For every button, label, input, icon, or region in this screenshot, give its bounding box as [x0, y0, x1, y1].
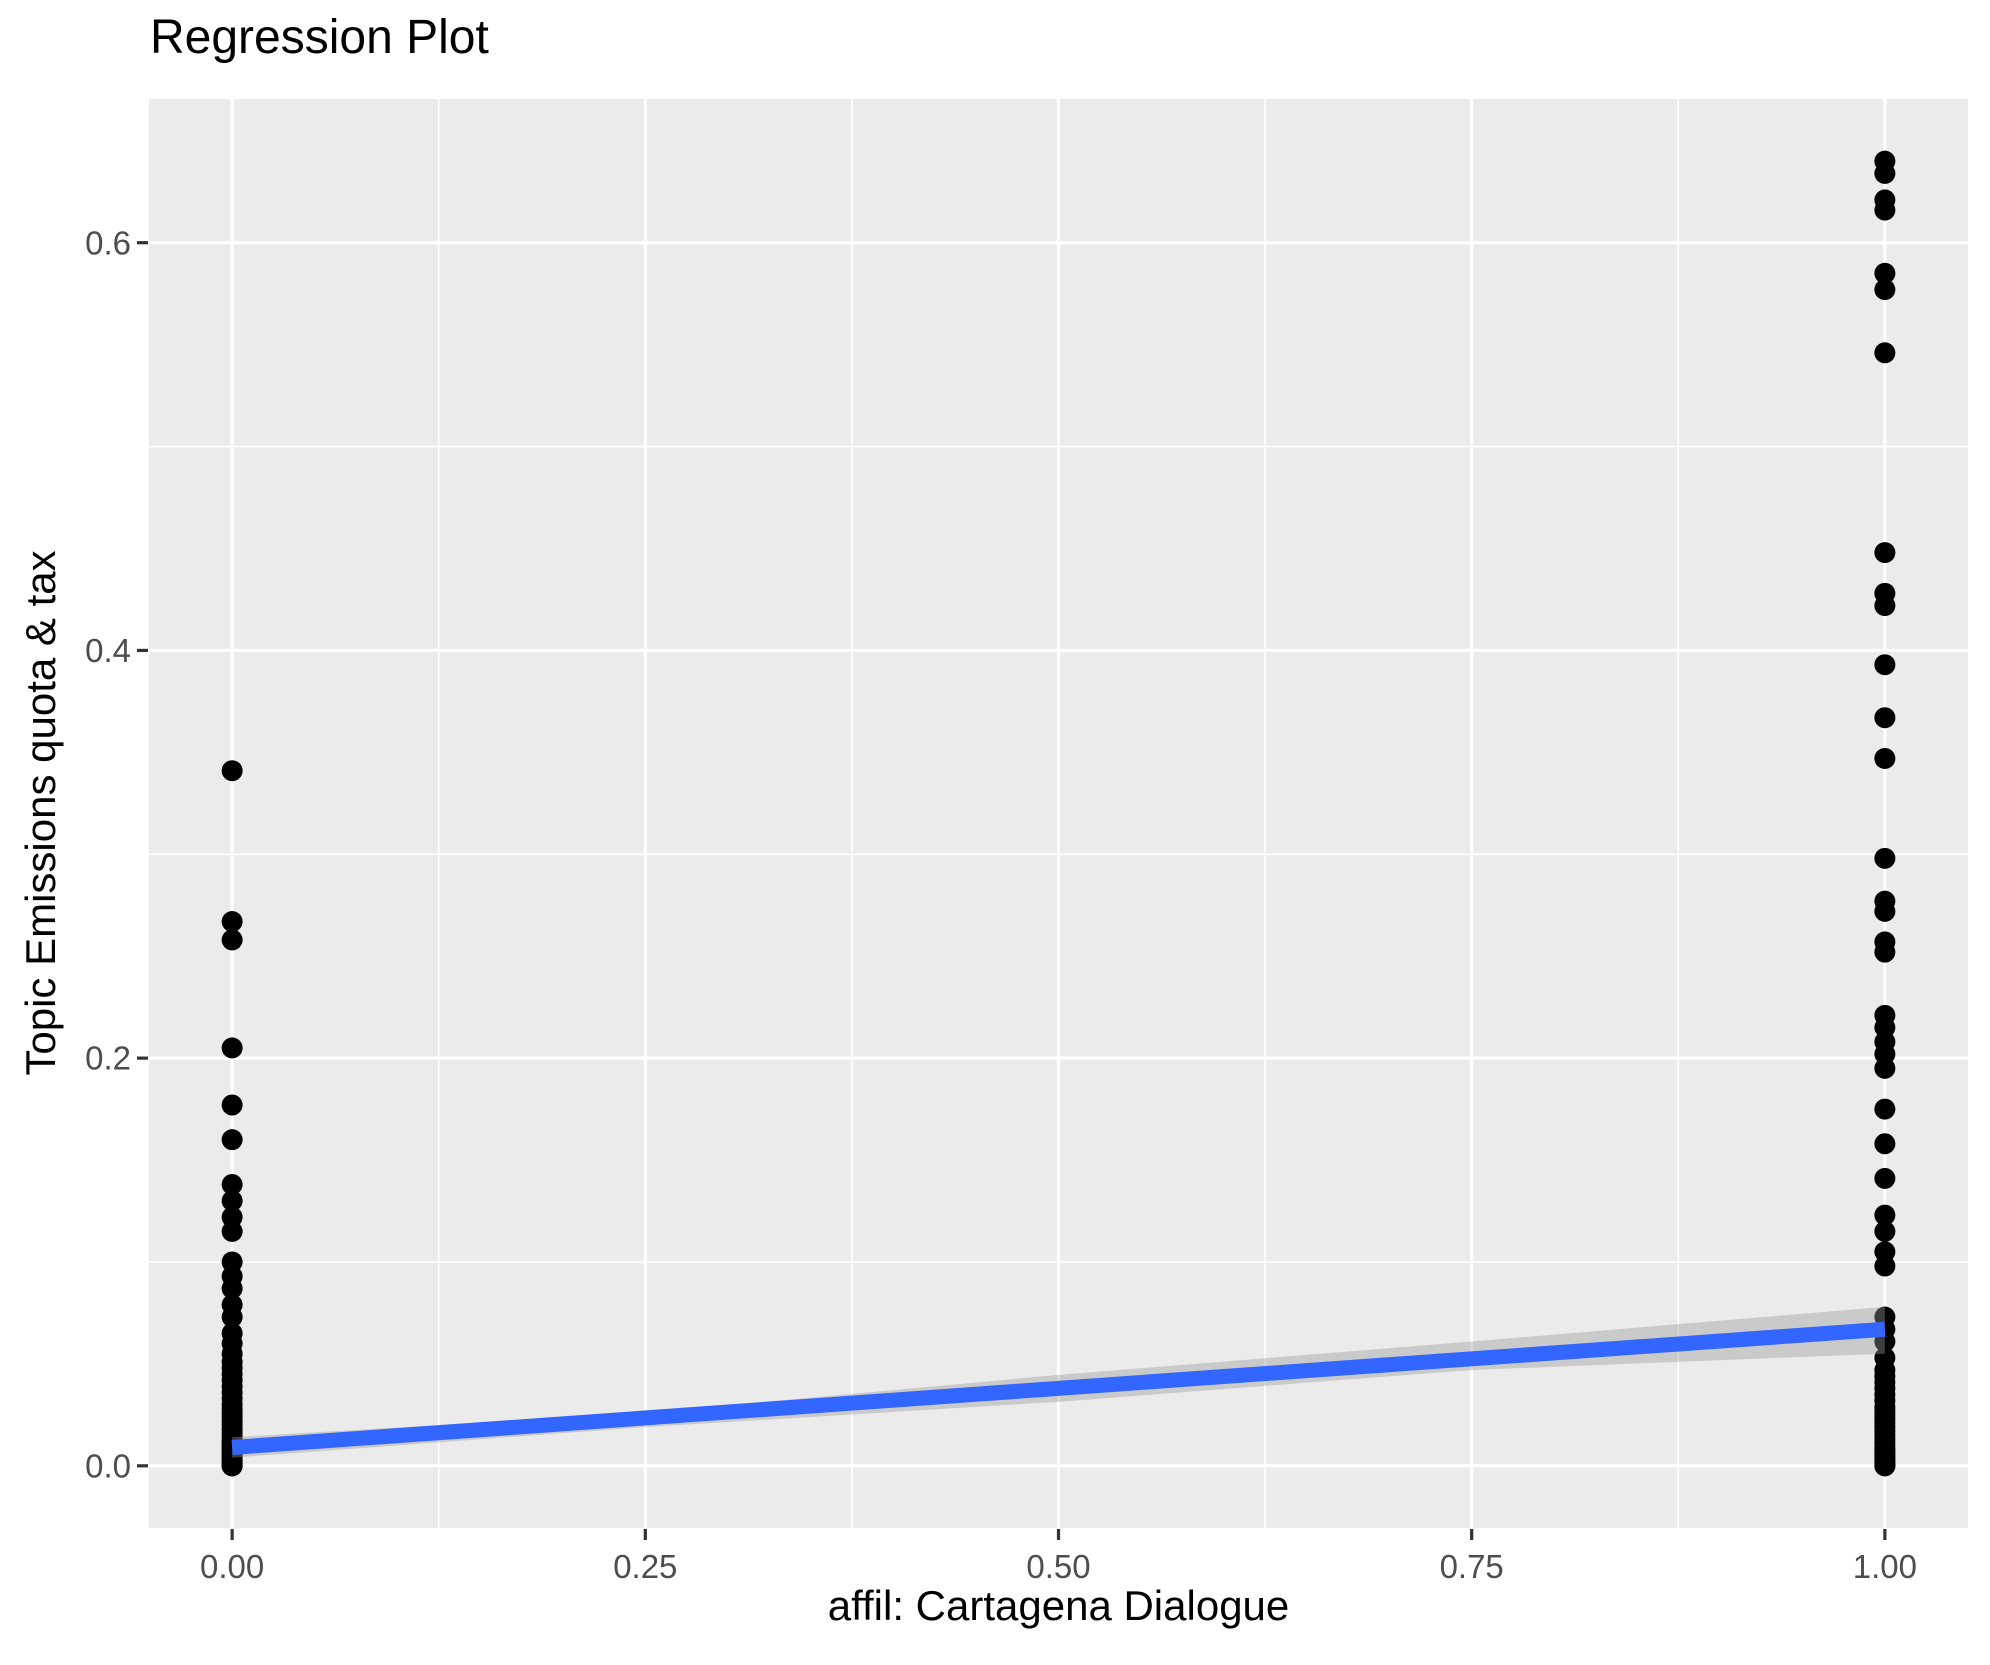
x-tick-label: 0.25 — [613, 1548, 677, 1585]
x-axis-title: affil: Cartagena Dialogue — [827, 1582, 1290, 1629]
data-point — [221, 1220, 243, 1242]
data-point — [1874, 342, 1896, 364]
data-point — [221, 1306, 243, 1328]
x-tick-label: 0.00 — [200, 1548, 264, 1585]
data-point — [221, 911, 243, 933]
data-point — [1874, 707, 1896, 729]
y-tick-label: 0.4 — [85, 632, 131, 669]
data-point — [1874, 1167, 1896, 1189]
x-tick-label: 0.75 — [1440, 1548, 1504, 1585]
data-point — [221, 1277, 243, 1299]
y-tick-label: 0.2 — [85, 1040, 131, 1077]
data-point — [1874, 199, 1896, 221]
data-point — [1874, 279, 1896, 301]
data-point — [1874, 262, 1896, 284]
data-point — [1874, 1133, 1896, 1155]
data-point — [1874, 1255, 1896, 1277]
data-point — [221, 1190, 243, 1212]
y-tick-label: 0.6 — [85, 224, 131, 261]
x-tick-label: 0.50 — [1026, 1548, 1090, 1585]
data-point — [1874, 1455, 1896, 1477]
data-point — [221, 1094, 243, 1116]
data-point — [1874, 1204, 1896, 1226]
data-point — [221, 1037, 243, 1059]
plot-title: Regression Plot — [150, 11, 489, 64]
data-point — [221, 1174, 243, 1196]
data-point — [1874, 654, 1896, 676]
data-point — [1874, 1220, 1896, 1242]
data-point — [1874, 747, 1896, 769]
data-point — [1874, 1098, 1896, 1120]
data-point — [221, 1129, 243, 1151]
data-point — [1874, 847, 1896, 869]
data-point — [1874, 162, 1896, 184]
data-point — [1874, 941, 1896, 963]
data-point — [1874, 1057, 1896, 1079]
data-point — [1874, 542, 1896, 564]
data-point — [1874, 900, 1896, 922]
data-point — [1874, 595, 1896, 617]
data-point — [221, 929, 243, 951]
data-point — [221, 760, 243, 782]
data-point — [221, 1455, 243, 1477]
regression-line — [231, 1321, 1886, 1455]
y-tick-label: 0.0 — [85, 1447, 131, 1484]
x-tick-label: 1.00 — [1853, 1548, 1917, 1585]
